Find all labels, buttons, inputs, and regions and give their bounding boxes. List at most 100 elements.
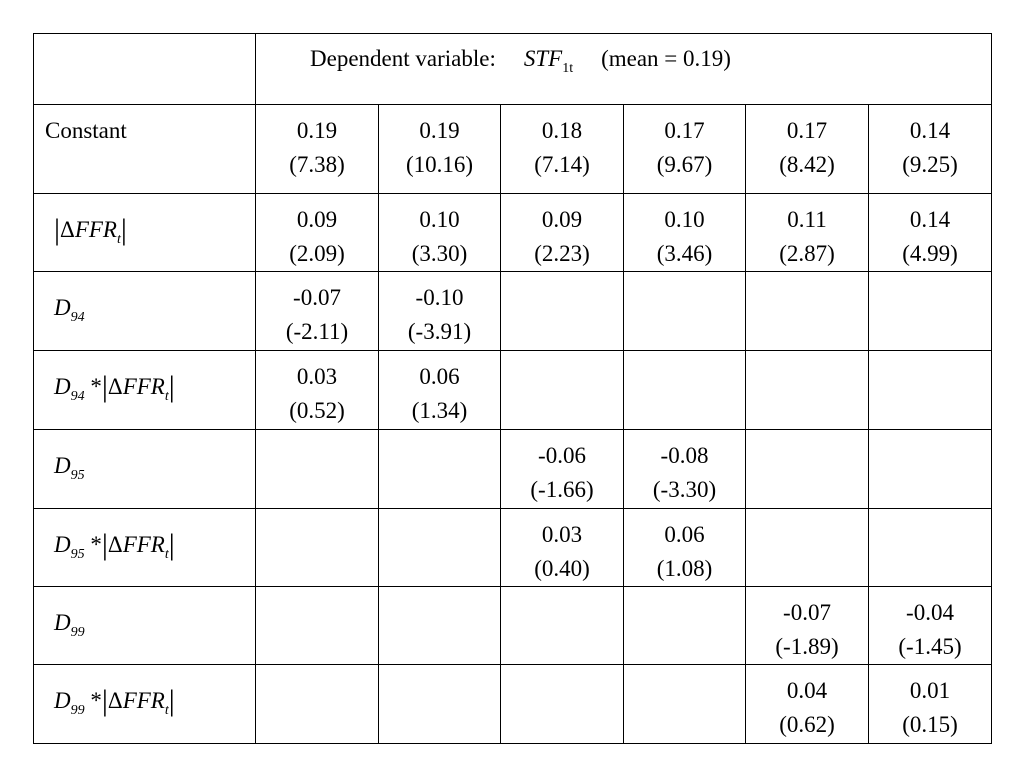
- label-part: D: [54, 609, 71, 635]
- data-row: D94 -0.07 (-2.11) -0.10 (-3.91): [33, 271, 992, 351]
- label-part: *: [84, 531, 102, 557]
- coefficient: 0.06: [419, 364, 460, 389]
- value-cell: [255, 508, 379, 587]
- value-cell: 0.06 (1.34): [378, 350, 501, 430]
- value-cell: [378, 586, 501, 665]
- value-cell: 0.01 (0.15): [868, 664, 992, 744]
- label-part: FFR: [122, 374, 165, 399]
- coefficient: -0.07: [783, 600, 831, 625]
- header-cell: Dependent variable: STF1t (mean = 0.19): [255, 33, 992, 105]
- t-statistic: (10.16): [405, 152, 474, 177]
- coefficient: 0.11: [787, 207, 827, 232]
- label-part: |: [168, 684, 175, 717]
- coefficient: 0.09: [541, 207, 583, 232]
- row-label: D95 *|ΔFFRt|: [33, 508, 256, 587]
- label-part: *: [84, 374, 102, 399]
- label-part: 95: [70, 546, 85, 562]
- value-cell: -0.06 (-1.66): [500, 429, 624, 509]
- coefficient: 0.14: [909, 207, 951, 232]
- header-prefix: Dependent variable:: [310, 46, 496, 71]
- row-label: D94 *|ΔFFRt|: [33, 350, 256, 430]
- label-part: 94: [70, 310, 85, 325]
- label-part: FFR: [74, 216, 117, 242]
- value-cell: 0.14 (9.25): [868, 104, 992, 194]
- value-cell: [500, 271, 624, 351]
- t-statistic: (-3.91): [407, 319, 472, 344]
- coefficient: 0.03: [296, 364, 338, 389]
- label-part: FFR: [122, 531, 165, 557]
- coefficient: -0.10: [415, 285, 464, 310]
- header-variable-sub: 1t: [562, 61, 574, 76]
- header-suffix: (mean = 0.19): [601, 46, 731, 71]
- value-cell: [868, 350, 992, 430]
- value-cell: [500, 350, 624, 430]
- value-cell: [378, 429, 501, 509]
- t-statistic: (0.62): [779, 712, 835, 737]
- coefficient: 0.17: [664, 118, 705, 143]
- coefficient: 0.04: [786, 678, 828, 703]
- coefficient: 0.03: [541, 522, 583, 547]
- data-row: D99 -0.07 (-1.89) -0.04 (-1.45): [33, 586, 992, 665]
- label-part: 95: [70, 468, 85, 483]
- value-cell: [255, 429, 379, 509]
- coefficient: 0.10: [664, 207, 705, 232]
- coefficient: 0.10: [419, 207, 460, 232]
- value-cell: 0.17 (9.67): [623, 104, 746, 194]
- value-cell: -0.10 (-3.91): [378, 271, 501, 351]
- t-statistic: (3.30): [411, 241, 468, 266]
- data-row: Constant 0.19 (7.38) 0.19 (10.16) 0.18 (7.14) 0…: [33, 104, 992, 194]
- value-cell: 0.19 (10.16): [378, 104, 501, 194]
- label-part: *: [84, 688, 102, 713]
- label-part: FFR: [122, 688, 165, 713]
- t-statistic: (9.67): [656, 152, 713, 177]
- label-part: |: [168, 370, 175, 403]
- value-cell: -0.04 (-1.45): [868, 586, 992, 665]
- label-part: D: [54, 688, 71, 713]
- t-statistic: (3.46): [656, 241, 713, 266]
- coefficient: 0.06: [664, 522, 705, 547]
- value-cell: [255, 664, 379, 744]
- value-cell: [745, 429, 869, 509]
- t-statistic: (1.34): [411, 398, 468, 423]
- label-part: Constant: [45, 118, 127, 143]
- label-part: D: [54, 295, 71, 320]
- row-label: D99 *|ΔFFRt|: [33, 664, 256, 744]
- t-statistic: (2.09): [289, 241, 345, 266]
- value-cell: 0.04 (0.62): [745, 664, 869, 744]
- label-part: |: [101, 684, 108, 717]
- row-label: D99: [33, 586, 256, 665]
- t-statistic: (0.15): [902, 712, 958, 737]
- value-cell: 0.03 (0.52): [255, 350, 379, 430]
- value-cell: [500, 586, 624, 665]
- value-cell: 0.14 (4.99): [868, 193, 992, 272]
- value-cell: 0.03 (0.40): [500, 508, 624, 587]
- t-statistic: (9.25): [902, 152, 958, 177]
- value-cell: -0.07 (-1.89): [745, 586, 869, 665]
- value-cell: [623, 664, 746, 744]
- value-cell: [378, 664, 501, 744]
- t-statistic: (1.08): [656, 556, 713, 581]
- t-statistic: (-1.89): [775, 634, 839, 659]
- value-cell: [868, 429, 992, 509]
- value-cell: 0.06 (1.08): [623, 508, 746, 587]
- value-cell: 0.18 (7.14): [500, 104, 624, 194]
- label-part: t: [164, 389, 169, 404]
- coefficient: -0.06: [538, 443, 586, 468]
- value-cell: 0.11 (2.87): [745, 193, 869, 272]
- value-cell: [868, 508, 992, 587]
- value-cell: [623, 586, 746, 665]
- header-row: Dependent variable: STF1t (mean = 0.19): [33, 33, 992, 105]
- t-statistic: (0.52): [289, 398, 345, 423]
- t-statistic: (-1.45): [898, 634, 962, 659]
- t-statistic: (-3.30): [652, 477, 717, 502]
- value-cell: 0.09 (2.09): [255, 193, 379, 272]
- value-cell: [745, 350, 869, 430]
- coefficient: 0.19: [419, 118, 460, 143]
- label-part: |: [54, 212, 61, 246]
- t-statistic: (2.23): [534, 241, 590, 266]
- label-part: |: [168, 527, 175, 561]
- data-row: D94 *|ΔFFRt| 0.03 (0.52) 0.06 (1.34): [33, 350, 992, 430]
- value-cell: -0.07 (-2.11): [255, 271, 379, 351]
- value-cell: [745, 271, 869, 351]
